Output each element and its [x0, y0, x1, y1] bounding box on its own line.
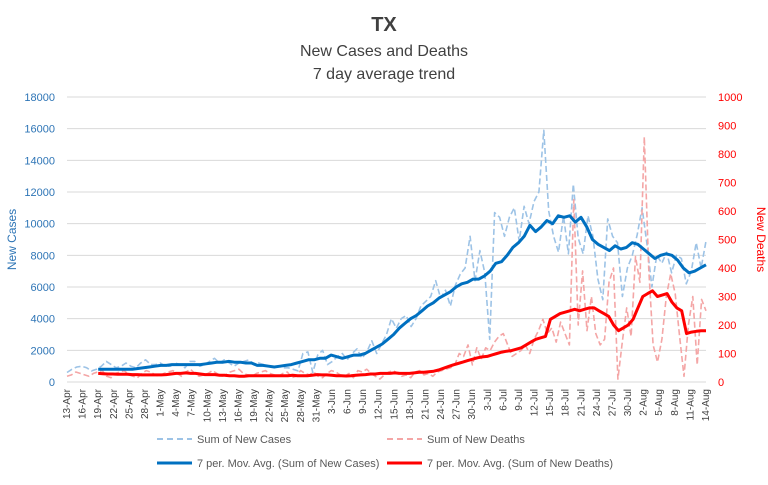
x-tick-label: 2-Aug — [639, 389, 650, 416]
legend: Sum of New Cases Sum of New Deaths 7 per… — [157, 434, 613, 470]
left-tick-label: 2000 — [31, 345, 55, 357]
x-tick-label: 12-Jul — [530, 389, 541, 416]
left-tick-label: 16000 — [24, 124, 55, 136]
x-axis-ticks: 13-Apr 16-Apr 19-Apr 22-Apr 25-Apr 28-Apr 1-Ma… — [62, 388, 712, 422]
x-tick-label: 30-Jun — [467, 389, 478, 420]
x-tick-label: 9-Jul — [514, 389, 525, 411]
x-tick-label: 13-May — [218, 389, 229, 422]
x-tick-label: 31-May — [311, 389, 322, 422]
series-layer — [66, 129, 707, 380]
x-tick-label: 18-Jul — [561, 389, 572, 416]
right-tick-label: 600 — [718, 206, 736, 218]
x-tick-label: 27-Jun — [452, 389, 463, 420]
right-tick-label: 100 — [718, 349, 736, 361]
chart-title: TX — [371, 14, 397, 36]
right-tick-label: 1000 — [718, 92, 742, 104]
x-tick-label: 3-Jul — [483, 389, 494, 411]
x-tick-label: 15-Jun — [389, 389, 400, 420]
chart-subtitle-line-2: 7 day average trend — [313, 66, 455, 83]
x-tick-label: 22-Apr — [109, 388, 120, 419]
x-tick-label: 28-Apr — [140, 388, 151, 419]
x-tick-label: 13-Apr — [62, 388, 73, 419]
x-tick-label: 3-Jun — [327, 389, 338, 414]
left-tick-label: 0 — [49, 377, 55, 389]
right-tick-label: 700 — [718, 178, 736, 190]
series-line-7-per-mov-avg-sum-of-new-deaths — [98, 289, 706, 378]
right-tick-label: 500 — [718, 235, 736, 247]
chart-subtitle-line-1: New Cases and Deaths — [300, 43, 468, 60]
left-tick-label: 6000 — [31, 282, 55, 294]
legend-label-deaths-avg: 7 per. Mov. Avg. (Sum of New Deaths) — [427, 458, 613, 470]
x-tick-label: 8-Aug — [670, 389, 681, 416]
x-tick-label: 6-Jun — [343, 389, 354, 414]
x-tick-label: 19-May — [249, 389, 260, 422]
x-tick-label: 24-Jul — [592, 389, 603, 416]
x-tick-label: 19-Apr — [93, 388, 104, 419]
x-tick-label: 18-Jun — [405, 389, 416, 420]
x-tick-label: 11-Aug — [685, 389, 696, 421]
left-tick-label: 14000 — [24, 155, 55, 167]
x-tick-label: 10-May — [202, 389, 213, 422]
right-tick-label: 300 — [718, 292, 736, 304]
x-tick-label: 14-Aug — [701, 389, 712, 421]
x-tick-label: 25-Apr — [124, 388, 135, 419]
x-tick-label: 15-Jul — [545, 389, 556, 416]
series-line-7-per-mov-avg-sum-of-new-cases — [98, 214, 707, 371]
x-tick-label: 1-May — [156, 389, 167, 417]
x-tick-label: 21-Jun — [420, 389, 431, 420]
x-tick-label: 5-Aug — [654, 389, 665, 416]
x-tick-label: 24-Jun — [436, 389, 447, 420]
left-tick-label: 12000 — [24, 187, 55, 199]
legend-label-new-deaths: Sum of New Deaths — [427, 434, 525, 446]
x-tick-label: 22-May — [265, 389, 276, 422]
x-tick-label: 9-Jun — [358, 389, 369, 414]
left-tick-label: 8000 — [31, 250, 55, 262]
series-line-sum-of-new-deaths — [66, 136, 707, 380]
right-axis-ticks: 0 100 200 300 400 500 600 700 800 900 1000 — [718, 92, 742, 389]
x-tick-label: 16-Apr — [78, 388, 89, 419]
right-tick-label: 900 — [718, 121, 736, 133]
y-axis-label-left: New Cases — [5, 209, 19, 270]
right-tick-label: 200 — [718, 320, 736, 332]
y-axis-label-right: New Deaths — [754, 207, 768, 272]
right-tick-label: 400 — [718, 263, 736, 275]
x-tick-label: 12-Jun — [374, 389, 385, 420]
left-tick-label: 18000 — [24, 92, 55, 104]
left-axis-ticks: 0 2000 4000 6000 8000 10000 12000 14000 16000 180… — [24, 92, 55, 389]
right-tick-label: 800 — [718, 149, 736, 161]
x-tick-label: 27-Jul — [607, 389, 618, 416]
x-tick-label: 4-May — [171, 389, 182, 417]
x-tick-label: 30-Jul — [623, 389, 634, 416]
x-tick-label: 7-May — [187, 389, 198, 417]
left-tick-label: 10000 — [24, 219, 55, 231]
gridlines — [67, 96, 706, 383]
legend-label-new-cases: Sum of New Cases — [197, 434, 292, 446]
x-tick-label: 6-Jul — [498, 389, 509, 411]
x-tick-label: 25-May — [280, 389, 291, 422]
x-tick-label: 16-May — [233, 389, 244, 422]
x-tick-label: 28-May — [296, 389, 307, 422]
legend-label-cases-avg: 7 per. Mov. Avg. (Sum of New Cases) — [197, 458, 379, 470]
left-tick-label: 4000 — [31, 314, 55, 326]
x-tick-label: 21-Jul — [576, 389, 587, 416]
right-tick-label: 0 — [718, 377, 724, 389]
